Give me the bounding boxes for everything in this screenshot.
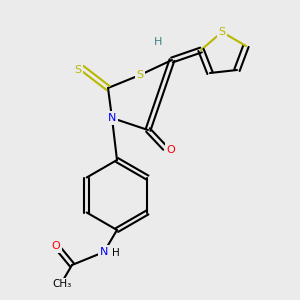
Text: N: N [108,113,116,123]
Text: O: O [52,241,60,251]
Text: S: S [136,70,144,80]
Text: H: H [154,37,162,47]
Text: S: S [218,27,226,37]
Text: O: O [167,145,176,155]
Text: CH₃: CH₃ [52,279,72,289]
Text: N: N [100,247,108,257]
Text: S: S [74,65,82,75]
Text: H: H [112,248,120,258]
